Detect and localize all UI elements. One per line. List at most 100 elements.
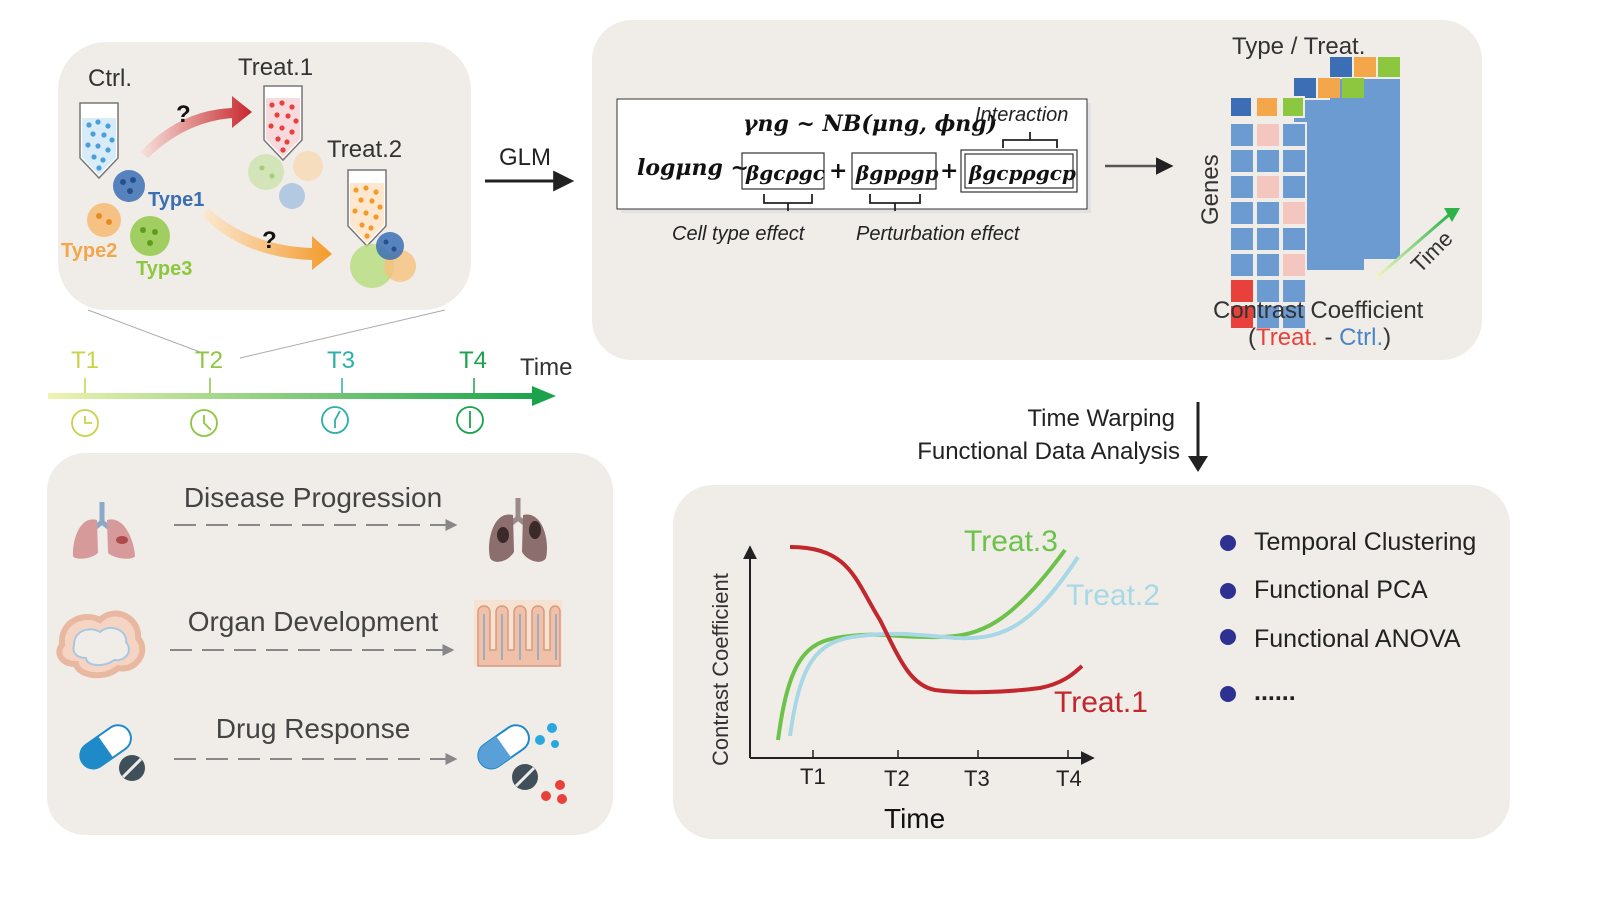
heatmap-cell	[1281, 304, 1307, 330]
perturbation-effect-label: Perturbation effect	[856, 223, 1021, 245]
timeline-tick-label-t4: T4	[459, 347, 487, 374]
question-mark-bottom: ?	[262, 227, 277, 254]
series-label-treat2: Treat.2	[1066, 579, 1160, 612]
fda-line1: Time Warping	[1027, 405, 1175, 432]
heatmap-grid	[1229, 122, 1307, 330]
contrast-close: )	[1383, 324, 1391, 351]
heatmap-cell	[1229, 226, 1255, 252]
plus-1: +	[829, 158, 847, 184]
curve-panel-bg	[673, 485, 1510, 839]
organoid-icon	[56, 610, 146, 679]
method-temporal-clustering: Temporal Clustering	[1254, 528, 1476, 556]
heatmap-cell	[1255, 252, 1281, 278]
cell-type3-icon	[130, 216, 170, 256]
question-mark-top: ?	[176, 101, 191, 128]
ctrl-to-treat2-arrow	[202, 208, 332, 270]
heatmap-cell	[1281, 122, 1307, 148]
perturbation-panel: Ctrl. Treat.1 Treat.2	[58, 42, 471, 310]
curve-ylabel: Contrast Coefficient	[708, 573, 733, 766]
curve-tick-label-t4: T4	[1056, 766, 1082, 791]
method-bullet-4	[1220, 686, 1236, 702]
clock-icon-t3	[321, 406, 349, 434]
plus-2: +	[940, 158, 958, 184]
heatmap-cell	[1281, 278, 1307, 304]
timeline-tick-label-t1: T1	[71, 347, 99, 374]
method-more: ......	[1254, 678, 1296, 706]
curve-ticks	[812, 750, 1069, 758]
celltype-effect-label: Cell type effect	[672, 223, 806, 245]
zoom-line-right	[239, 309, 446, 359]
contrast-minus: -	[1318, 324, 1339, 351]
heatmap-front-layer	[1229, 96, 1305, 118]
application-label-organ: Organ Development	[188, 606, 439, 637]
heatmap-cell	[1281, 174, 1307, 200]
celltype-brace	[763, 194, 813, 211]
method-functional-pca: Functional PCA	[1254, 576, 1428, 604]
treat2-tube-icon	[347, 169, 387, 248]
curve-treat1	[789, 545, 1084, 695]
type3-label: Type3	[136, 258, 192, 280]
contrast-formula: (Treat. - Ctrl.)	[1248, 324, 1391, 351]
contrast-title: Contrast Coefficient	[1213, 297, 1424, 324]
fda-arrowhead	[1188, 456, 1208, 472]
glm-panel: γng ~ NB(μng, ϕng) logμng ~ βgcρgc + βgp…	[592, 20, 1482, 360]
term-interaction: βgcpρgcp	[968, 161, 1076, 185]
clock-icon-t1	[71, 409, 99, 437]
zoom-line-left	[87, 309, 201, 353]
method-functional-anova: Functional ANOVA	[1254, 625, 1461, 653]
pill-icon	[79, 724, 145, 781]
curve-xlabel: Time	[884, 803, 945, 834]
term-perturbation-box	[851, 152, 937, 190]
healthy-lungs-icon	[72, 502, 135, 559]
heatmap-cell	[1255, 174, 1281, 200]
heatmap-cell	[1255, 122, 1281, 148]
contrast-ctrl: Ctrl.	[1339, 324, 1383, 351]
treat2-cells-icon	[350, 232, 416, 288]
heatmap-cell	[1255, 148, 1281, 174]
interaction-brace	[1002, 132, 1058, 148]
series-label-treat3: Treat.3	[964, 525, 1058, 558]
treat2-label: Treat.2	[327, 136, 402, 163]
heatmap-cell	[1255, 304, 1281, 330]
curve-treat2	[788, 555, 1080, 737]
clock-icon-t4	[456, 406, 484, 434]
treat1-label: Treat.1	[238, 54, 313, 81]
treat1-cells-icon	[248, 151, 323, 209]
term-celltype: βgcρgc	[745, 161, 825, 185]
method-bullet-1	[1220, 535, 1236, 551]
cell-type1-icon	[113, 170, 145, 202]
contrast-open: (	[1248, 324, 1256, 351]
interaction-label: Interaction	[975, 104, 1068, 126]
heatmap-cell	[1255, 226, 1281, 252]
diseased-lungs-icon	[488, 498, 548, 562]
ctrl-tube-icon	[79, 102, 119, 180]
term-interaction-box-outer	[960, 149, 1078, 193]
term-celltype-box	[741, 152, 825, 190]
heatmap-time-arrowhead	[1444, 208, 1460, 222]
heatmap-genes-label: Genes	[1197, 154, 1224, 225]
timeline-arrowhead	[532, 386, 556, 406]
timeline-tick-label-t2: T2	[195, 347, 223, 374]
applications-panel-bg	[47, 453, 613, 835]
formula-gamma: γng ~ NB(μng, ϕng)	[743, 111, 997, 137]
intestinal-villi-icon	[474, 600, 562, 667]
heatmap-cell	[1281, 200, 1307, 226]
treat1-tube-icon	[263, 85, 303, 162]
heatmap-cell	[1229, 122, 1255, 148]
method-bullet-2	[1220, 583, 1236, 599]
applications-panel: Disease Progression Organ Development Dr…	[47, 453, 613, 835]
contrast-treat: Treat.	[1256, 324, 1318, 351]
dissolving-pill-icon	[477, 723, 567, 804]
series-label-treat1: Treat.1	[1054, 686, 1148, 719]
heatmap-cell	[1229, 304, 1255, 330]
clock-icon-t2	[190, 409, 218, 437]
timeline-axis-label: Time	[520, 354, 572, 381]
heatmap-cell	[1229, 252, 1255, 278]
perturbation-brace	[869, 194, 921, 211]
curve-panel: Contrast Coefficient Time T1 T2 T3 T4 Tr…	[673, 485, 1510, 839]
type2-label: Type2	[61, 240, 117, 262]
heatmap-cell	[1281, 226, 1307, 252]
heatmap-cell	[1255, 200, 1281, 226]
timeline-tick-label-t3: T3	[327, 347, 355, 374]
